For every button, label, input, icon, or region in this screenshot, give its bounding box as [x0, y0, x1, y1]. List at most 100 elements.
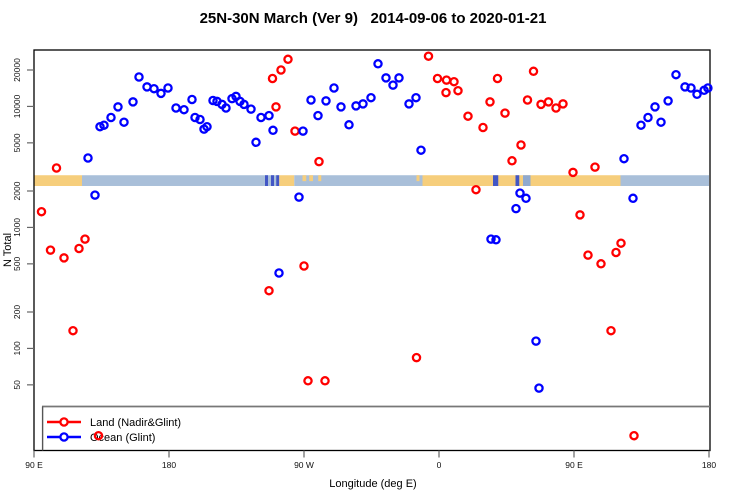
data-point-land [568, 167, 578, 178]
data-point-ocean [336, 102, 346, 112]
data-point-ocean [692, 89, 702, 100]
data-point-ocean [313, 110, 323, 121]
data-point-ocean [251, 137, 261, 148]
y-tick-label: 100 [12, 341, 22, 355]
data-point-ocean [411, 92, 421, 103]
data-point-ocean [656, 117, 666, 127]
data-point-ocean [90, 190, 100, 200]
map-band-segment-shallow [523, 175, 531, 186]
data-point-land [411, 352, 422, 363]
data-point-land [543, 97, 554, 107]
data-point-ocean [294, 192, 304, 202]
data-point-land [616, 238, 626, 248]
data-point-ocean [388, 80, 398, 90]
data-point-land [59, 253, 69, 263]
data-point-ocean [404, 99, 414, 109]
data-point-ocean [264, 110, 274, 121]
map-band-segment-coast [265, 175, 268, 186]
y-tick-label: 10000 [12, 94, 22, 118]
data-point-ocean [515, 188, 525, 198]
data-point-land [68, 325, 78, 336]
data-point-ocean [221, 103, 231, 113]
data-point-ocean [486, 234, 496, 244]
data-point-ocean [416, 145, 426, 155]
data-point-land [478, 122, 488, 133]
map-band-segment-ocean [294, 175, 423, 186]
map-band-segment-coast [493, 175, 499, 186]
data-point-land [606, 325, 616, 336]
map-band-segment-land_top [416, 175, 420, 182]
data-point-ocean [321, 96, 331, 106]
plot-border [33, 49, 711, 452]
x-tick-label: 90 E [25, 460, 43, 470]
data-point-ocean [208, 95, 218, 106]
data-point-ocean [491, 235, 501, 245]
data-point-land [299, 261, 309, 271]
data-point-ocean [268, 125, 278, 136]
data-point-land [314, 156, 324, 167]
map-band-segment-ocean [82, 175, 280, 186]
data-point-ocean [534, 383, 544, 393]
data-point-ocean [99, 120, 109, 130]
data-point-ocean [671, 69, 681, 80]
data-point-land [441, 87, 451, 98]
data-point-land [290, 126, 300, 136]
page-title: 25N-30N March (Ver 9) 2014-09-06 to 2020… [200, 10, 547, 27]
data-point-ocean [149, 83, 159, 94]
x-axis-label: Longitude (deg E) [329, 478, 416, 490]
data-point-land [80, 234, 90, 244]
y-tick-label: 5000 [12, 133, 22, 152]
data-point-land [590, 162, 600, 172]
data-point-ocean [113, 102, 123, 112]
data-point-ocean [134, 72, 144, 82]
map-band-segment-coast [276, 175, 280, 186]
data-point-ocean [171, 103, 181, 113]
data-point-land [528, 66, 539, 77]
data-point-land [93, 430, 104, 441]
y-tick-label: 2000 [12, 181, 22, 200]
data-point-land [516, 140, 526, 150]
data-point-land [441, 75, 452, 85]
data-point-land [264, 285, 274, 296]
data-point-ocean [686, 83, 696, 93]
data-point-ocean [643, 112, 653, 123]
data-point-land [74, 243, 84, 254]
map-band-segment-land_top [309, 175, 313, 182]
data-point-ocean [190, 112, 200, 123]
data-point-ocean [636, 120, 646, 130]
data-point-ocean [703, 83, 713, 93]
data-point-ocean [381, 73, 391, 83]
data-point-land [471, 184, 481, 195]
data-point-land [283, 54, 293, 65]
data-point-ocean [274, 268, 284, 278]
data-point-land [432, 73, 443, 84]
data-point-land [500, 108, 510, 118]
data-point-land [629, 430, 639, 441]
legend-marker-land [59, 417, 69, 427]
data-point-land [492, 73, 503, 84]
data-point-ocean [531, 336, 541, 346]
data-point-land [611, 247, 621, 258]
data-point-ocean [83, 153, 93, 163]
data-point-ocean [156, 88, 166, 99]
data-point-ocean [511, 203, 521, 214]
data-point-land [463, 111, 473, 121]
data-point-ocean [246, 104, 256, 114]
data-point-ocean [106, 112, 116, 123]
legend-label-ocean: Ocean (Glint) [90, 432, 155, 444]
data-point-ocean [128, 97, 138, 107]
data-point-land [45, 245, 56, 255]
data-point-ocean [619, 153, 629, 164]
data-point-ocean [663, 96, 673, 106]
data-point-ocean [521, 193, 531, 204]
data-point-ocean [298, 126, 308, 136]
data-point-ocean [163, 83, 173, 93]
y-tick-label: 200 [12, 305, 22, 319]
y-tick-label: 20000 [12, 58, 22, 82]
map-band-segment-land_top [318, 175, 322, 182]
data-point-ocean [256, 112, 266, 123]
data-point-land [51, 163, 62, 173]
map-band-segment-coast [515, 175, 520, 186]
map-band-segment-ocean [620, 175, 709, 186]
